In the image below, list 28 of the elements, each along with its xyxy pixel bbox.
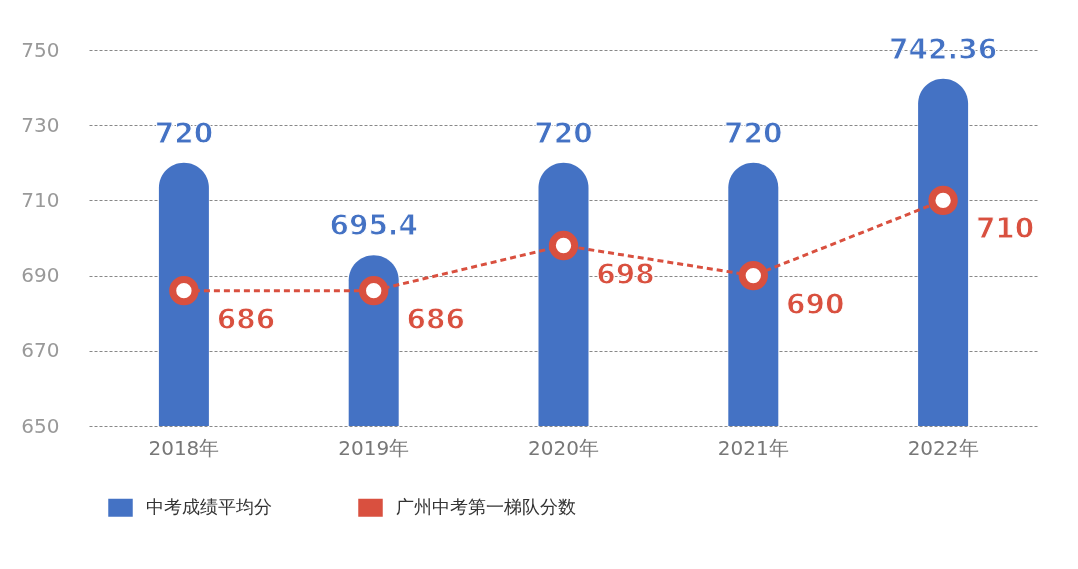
y-tick-label: 690 <box>21 263 60 288</box>
data-label: 695.4 <box>329 209 418 243</box>
y-tick-label: 670 <box>21 338 60 363</box>
x-tick-label: 2020年 <box>528 435 599 460</box>
legend-label: 广州中考第一梯队分数 <box>396 495 576 517</box>
data-label: 742.36 <box>889 32 998 66</box>
data-label: 720 <box>534 116 593 150</box>
y-tick-label: 650 <box>21 413 60 438</box>
point <box>738 260 768 291</box>
y-tick-label: 750 <box>21 37 60 62</box>
data-label: 720 <box>724 116 783 150</box>
x-tick-label: 2019年 <box>338 435 410 460</box>
data-label: 686 <box>406 302 465 336</box>
point <box>928 185 958 216</box>
data-label: 698 <box>596 257 655 291</box>
point <box>169 275 199 306</box>
y-tick-label: 710 <box>21 187 60 212</box>
point <box>359 275 389 306</box>
point <box>548 230 579 261</box>
data-label: 720 <box>154 116 214 150</box>
x-tick-label: 2018年 <box>148 435 220 460</box>
x-tick-label: 2022年 <box>907 435 979 460</box>
legend-label: 中考成绩平均分 <box>146 495 272 517</box>
x-tick-label: 2021年 <box>717 435 789 460</box>
data-label: 690 <box>786 287 845 321</box>
data-label: 686 <box>216 302 276 336</box>
data-label: 710 <box>975 212 1035 246</box>
y-tick-label: 730 <box>21 112 60 137</box>
